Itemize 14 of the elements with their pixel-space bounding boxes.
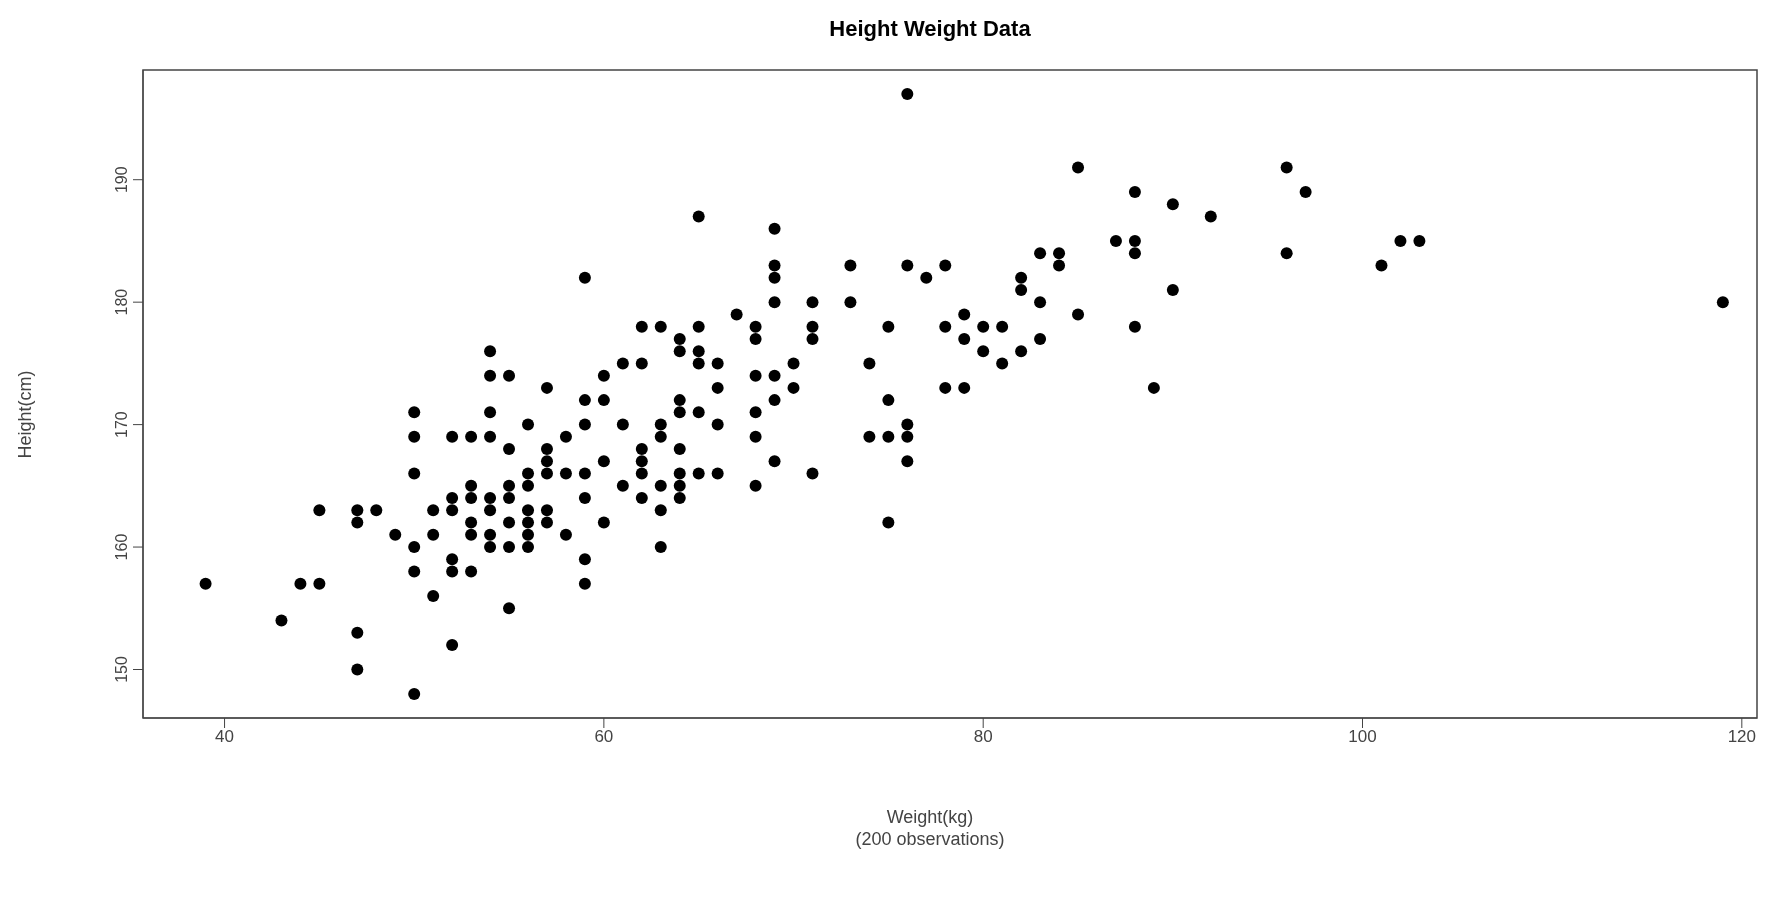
- y-tick-label: 150: [113, 656, 130, 683]
- x-tick-label: 120: [1727, 727, 1757, 747]
- x-tick-label: 40: [215, 727, 235, 747]
- y-tick-label: 180: [113, 288, 130, 316]
- y-tick-label: 160: [113, 533, 130, 561]
- x-tick-label: 100: [1348, 727, 1377, 747]
- x-tick-label: 60: [594, 727, 614, 747]
- x-tick-label: 80: [973, 727, 993, 747]
- y-tick-label: 170: [113, 411, 130, 438]
- y-axis-title: Height(cm): [14, 369, 36, 459]
- y-tick-label: 190: [113, 166, 130, 194]
- text: (200 observations): [854, 828, 1006, 850]
- chart-title: Height Weight Data: [828, 16, 1032, 42]
- x-axis-title: Weight(kg): [885, 806, 975, 828]
